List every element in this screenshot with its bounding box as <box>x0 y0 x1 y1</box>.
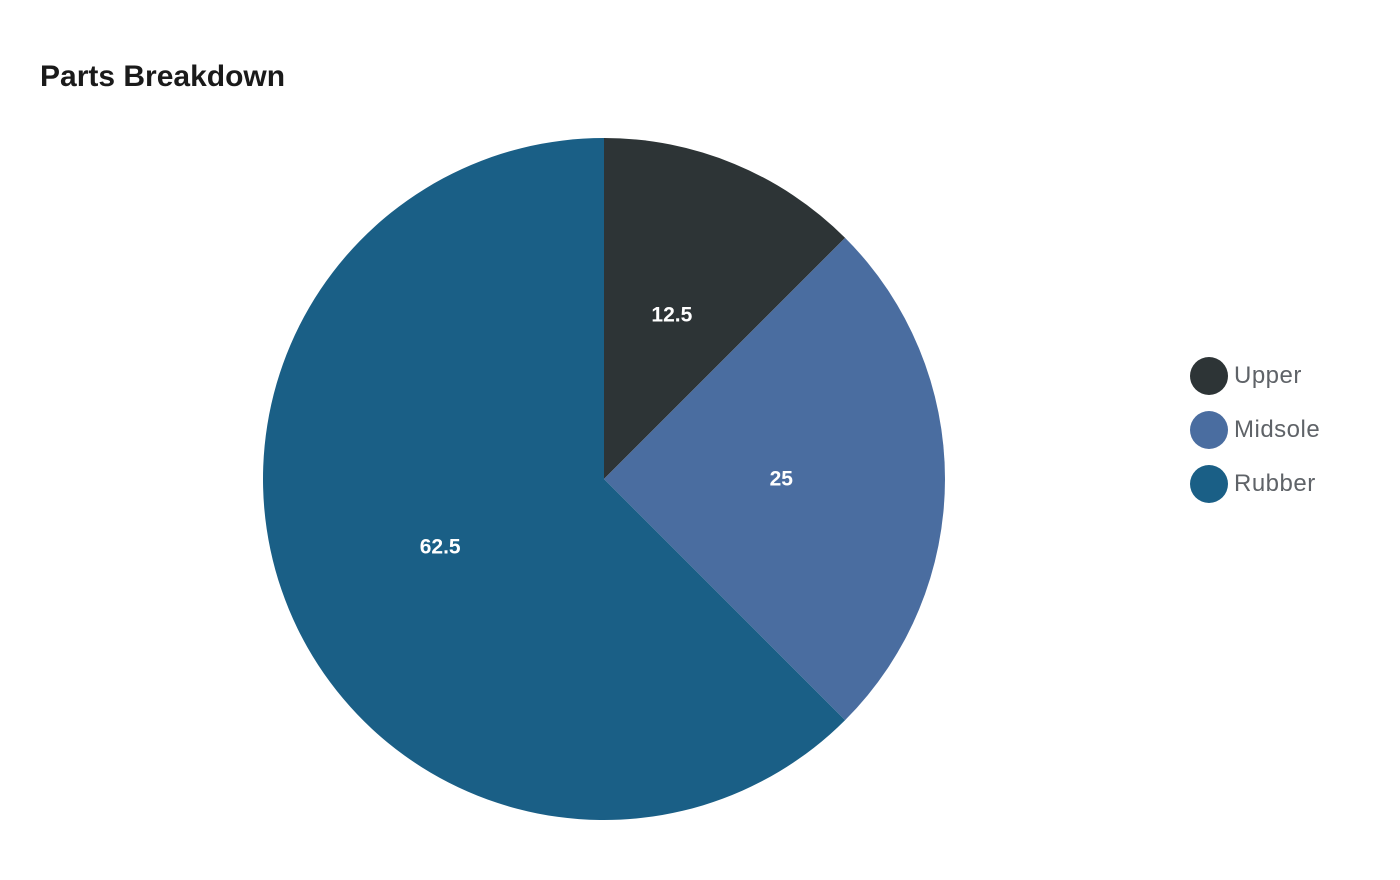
legend-swatch-rubber <box>1190 465 1228 503</box>
legend-label-upper: Upper <box>1234 362 1302 389</box>
data-label-rubber: 62.5 <box>420 535 461 558</box>
data-label-midsole: 25 <box>770 468 794 491</box>
legend-swatch-upper <box>1190 357 1228 395</box>
pie-data-labels: 12.5 25 62.5 <box>420 304 794 559</box>
pie-slice-midsole[interactable] <box>604 237 945 721</box>
legend-item-midsole[interactable]: Midsole <box>1190 411 1320 449</box>
legend-item-upper[interactable]: Upper <box>1190 357 1320 395</box>
data-label-upper: 12.5 <box>651 304 692 327</box>
chart-title: Parts Breakdown <box>40 60 286 93</box>
pie-slice-upper[interactable] <box>604 138 846 479</box>
legend-swatch-midsole <box>1190 411 1228 449</box>
pie-slice-rubber[interactable] <box>263 138 846 820</box>
chart-legend: Upper Midsole Rubber <box>1190 357 1320 519</box>
legend-label-rubber: Rubber <box>1234 470 1316 497</box>
legend-item-rubber[interactable]: Rubber <box>1190 465 1320 503</box>
legend-label-midsole: Midsole <box>1234 416 1321 443</box>
pie-slices <box>263 138 945 820</box>
